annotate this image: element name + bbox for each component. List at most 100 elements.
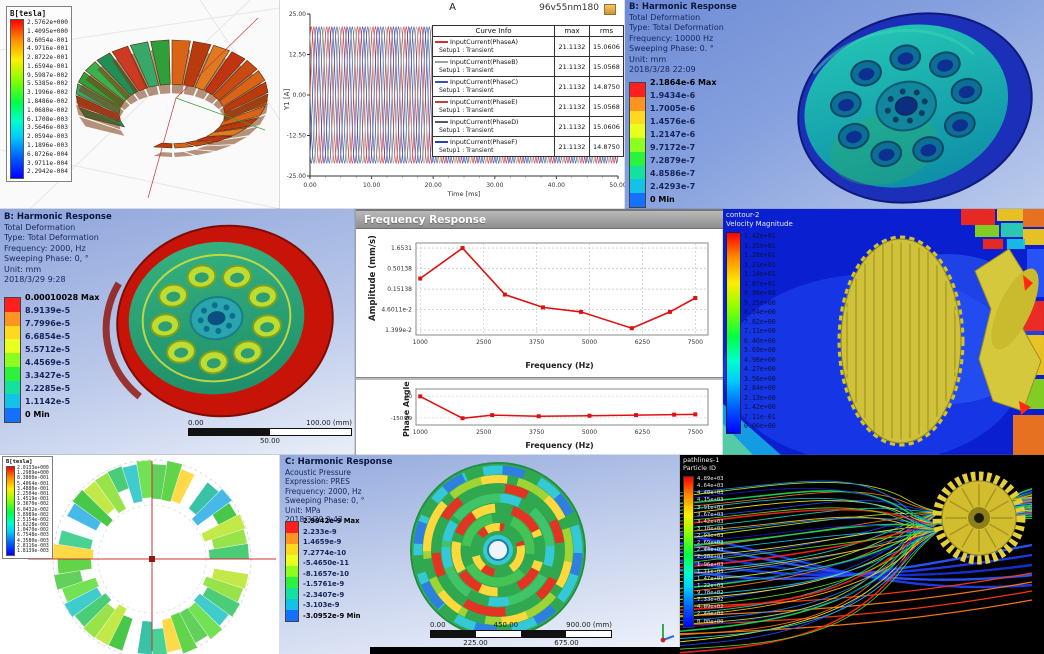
legend-band [286,533,298,544]
legend-value: 2.1864e-6 Max [650,78,717,87]
legend-value: 8.3800e-001 [17,476,49,482]
panel-pathlines: pathlines-1 Particle ID 4.89e+03 4.64e+03 4… [680,455,1044,654]
torus-render [0,0,280,209]
colorbar-strip [285,521,299,622]
colorbar-strip [6,466,15,556]
svg-text:0.50138: 0.50138 [387,266,412,273]
legend-value: 2.2942e-004 [27,168,68,176]
legend-band [630,165,645,180]
legend-value: 7.2774e-10 [303,548,347,557]
table-row: InputCurrent(PhaseE) Setup1 : Transient 21… [433,97,623,117]
legend-value: 3.1996e-002 [27,89,68,97]
legend-value: 2.44e+02 [697,611,724,618]
legend-band [5,380,20,395]
legend-band [286,566,298,577]
legend-value: -2.3407e-9 [303,590,345,599]
bottom-bar [370,647,680,654]
legend-band [630,138,645,152]
legend-value: 9.78e+02 [697,590,724,596]
legend-band [286,522,298,533]
svg-text:1.399e-2: 1.399e-2 [385,327,412,334]
svg-text:5000: 5000 [582,429,597,436]
info-line: Frequency: 2000, Hz [4,243,86,253]
svg-text:25.00: 25.00 [289,11,306,18]
svg-text:3750: 3750 [529,429,544,436]
svg-text:0.15138: 0.15138 [387,286,412,293]
legend-band [5,394,20,409]
scale-min: 0.00 [188,419,204,427]
pressure-legend: 2.9942e-9 Max 2.233e-9 1.4659e-9 7.2774e-10… [285,517,361,622]
scale-mid: 50.00 [259,437,281,445]
legend-value: 1.21e+01 [744,260,776,269]
svg-text:2500: 2500 [476,339,491,346]
legend-value: 4.8586e-7 [650,169,696,178]
velocity-legend: contour-2 Velocity Magnitude 1.42e+01 1.35… [726,211,793,434]
window-icon[interactable] [604,4,616,15]
legend-value: 1.4095e+000 [27,27,68,35]
legend-band [286,588,298,599]
legend-value: 0 Min [25,410,50,419]
particle-legend: pathlines-1 Particle ID 4.89e+03 4.64e+03 4… [683,456,724,628]
panel-flux-torus: B[tesla] 2.5762e+000 1.4095e+000 8.6054e-0… [0,0,280,209]
legend-value: 1.8139e-003 [17,549,49,554]
legend-value: 3.5646e-003 [27,124,68,132]
window-title-bar[interactable]: Frequency Response [356,209,723,229]
legend-band [630,193,645,208]
svg-text:40.00: 40.00 [548,182,565,189]
table-row: InputCurrent(PhaseA) Setup1 : Transient 21… [433,37,623,57]
legend-value: 1.28e+01 [744,251,776,260]
legend-value: 8.9139e-5 [25,306,71,315]
panel-harmonic-2000hz: B: Harmonic Response Total Deformation Typ… [0,209,355,455]
legend-value: 0.00e+00 [697,618,724,625]
disc-render [410,462,586,638]
legend-value: 4.40e+03 [697,490,724,497]
legend-value: 1.1896e-003 [27,141,68,149]
svg-text:90: 90 [405,394,412,400]
legend-value: 1.7005e-6 [650,104,696,113]
legend-value: 1.4659e-9 [303,538,342,546]
legend-value: 7.2879e-7 [650,156,696,165]
info-line: B: Harmonic Response [629,2,737,12]
info-line: Frequency: 10000 Hz [629,33,714,43]
scale-bar-strip [430,630,612,638]
legend-value: 6.6854e-5 [25,332,71,341]
legend-value: 8.6054e-001 [27,36,68,44]
legend-value: 2.8116e-003 [17,543,49,549]
legend-value: 1.0470e-002 [17,528,49,534]
info-line: Acoustic Pressure [285,467,351,477]
legend-value: 0 Min [650,195,675,204]
legend-band [630,179,645,194]
legend-value: -3.103e-9 [303,601,340,609]
legend-value: 6.8726e-004 [27,150,68,158]
legend-band [286,555,298,566]
colorbar-strip [10,19,24,179]
legend-band [5,325,20,340]
legend-band [286,599,298,610]
wheel-render-red [102,224,334,418]
legend-value: 3.56e+00 [744,374,776,383]
panel-flux-ring: B[tesla] 2.0133e+000 1.2989e+000 8.3800e-0… [0,455,280,654]
table-row: InputCurrent(PhaseB) Setup1 : Transient 21… [433,57,623,77]
legend-band [286,544,298,555]
legend-band [630,83,645,97]
legend-value: 3.4880e-001 [17,486,49,492]
info-line: 2018/3/28 22:09 [629,65,696,74]
legend-value: -3.0952e-9 Min [303,611,361,620]
series-swatch [435,80,448,83]
legend-value: 9.25e+00 [744,298,776,307]
header-line: contour-2 [726,211,760,219]
legend-value: 4.9716e-001 [27,45,68,53]
legend-band [5,353,20,367]
svg-text:4.6011e-2: 4.6011e-2 [381,307,412,314]
legend-value: 1.2989e+000 [17,471,49,477]
legend-value: 1.4576e-6 [650,117,696,126]
scale-mid-top: 450.00 [493,621,519,629]
deformation-legend: 2.1864e-6 Max 1.9434e-6 1.7005e-6 1.4576e-6… [629,78,717,208]
legend-value: 2.0594e-003 [27,133,68,141]
legend-value: 6.1708e-003 [27,115,68,123]
legend-value: 5.5385e-002 [27,80,68,88]
svg-text:-150.29: -150.29 [391,416,413,422]
scale-q1: 225.00 [463,639,488,647]
result-info: B: Harmonic Response Total Deformation Typ… [629,2,737,76]
